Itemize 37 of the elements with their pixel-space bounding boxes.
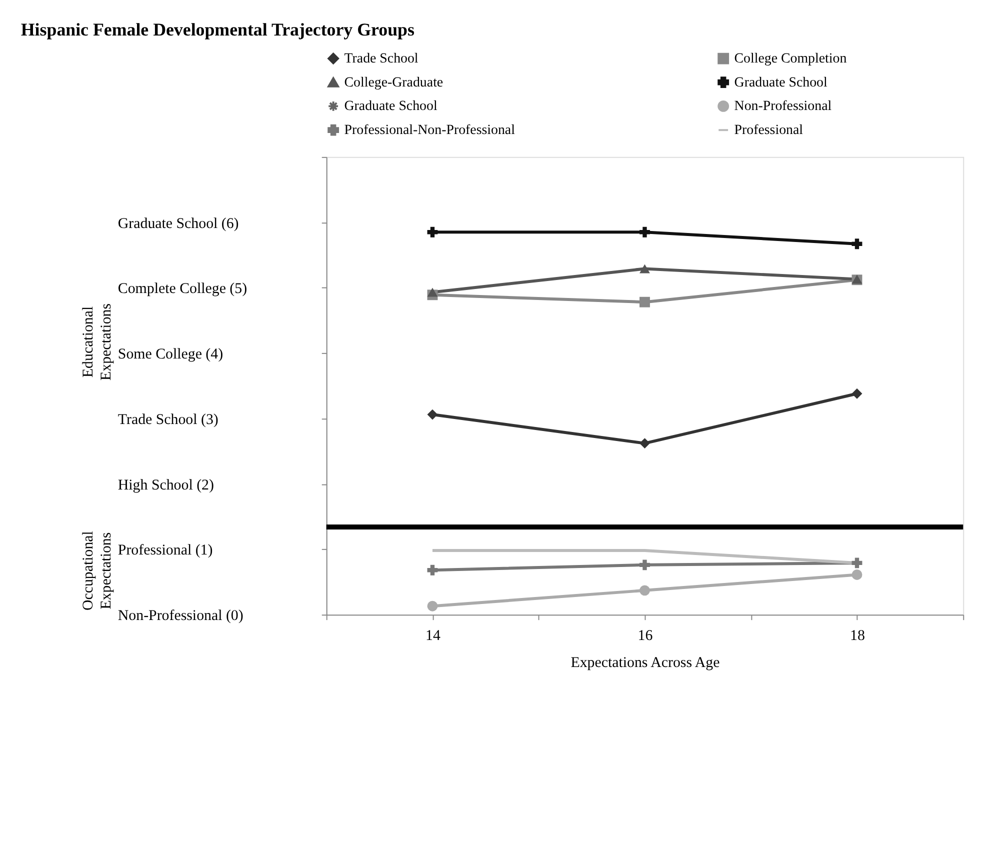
point <box>427 564 438 576</box>
chart-title: Hispanic Female Developmental Trajectory Groups <box>20 20 414 40</box>
legend-label: Non-Professional <box>734 99 832 114</box>
point <box>852 570 862 580</box>
point <box>640 560 650 570</box>
y-tick-label: Some College (4) <box>118 346 224 363</box>
point <box>852 238 862 250</box>
legend-label: College-Graduate <box>344 75 444 90</box>
y-tick-label: Graduate School (6) <box>118 216 239 232</box>
point <box>852 388 862 399</box>
y-tick-label: Non-Professional (0) <box>118 608 244 624</box>
x-axis-title: Expectations Across Age <box>570 654 720 671</box>
legend-label: Professional <box>734 123 804 138</box>
point <box>640 296 650 308</box>
point <box>427 600 438 612</box>
point <box>640 585 650 596</box>
text: Occupational Expectations <box>80 531 114 611</box>
point <box>640 226 650 238</box>
legend-label: Graduate School <box>344 99 438 114</box>
y-tick-label: Complete College (5) <box>118 281 248 298</box>
legend-label: Trade School <box>344 52 418 67</box>
point <box>640 264 650 274</box>
x-tick-label: 18 <box>850 628 865 644</box>
y-tick-label: Professional (1) <box>118 542 213 559</box>
point <box>852 558 862 568</box>
y-axis-title: Educational Expectations <box>80 303 114 380</box>
legend-label: College Completion <box>734 52 847 67</box>
point <box>427 409 438 420</box>
point <box>640 438 650 449</box>
point <box>427 226 438 238</box>
legend-label: Graduate School <box>734 75 828 90</box>
point <box>427 288 438 297</box>
x-tick-label: 16 <box>638 628 654 644</box>
legend-label: Professional-Non-Professional <box>344 123 516 138</box>
y-tick-label: High School (2) <box>118 477 214 494</box>
y-tick-label: Trade School (3) <box>118 412 218 428</box>
x-tick-label: 14 <box>426 628 441 644</box>
